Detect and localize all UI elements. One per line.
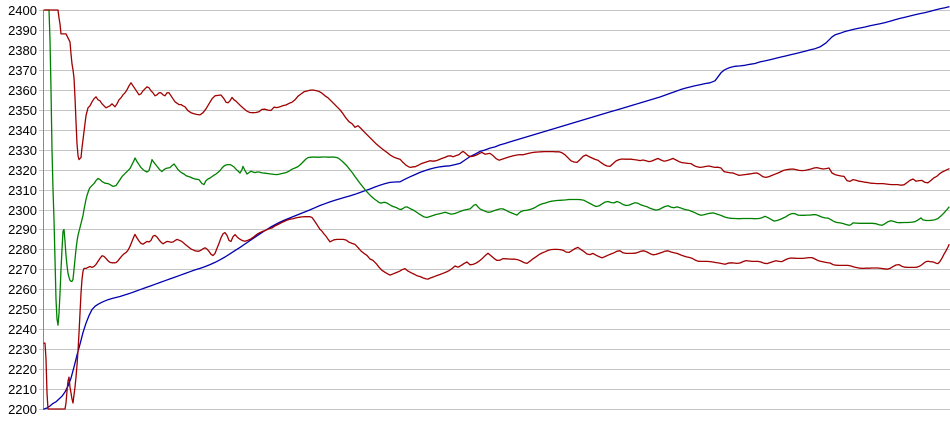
y-axis-tick-label: 2370: [8, 63, 37, 78]
y-axis-tick-label: 2380: [8, 43, 37, 58]
y-axis-tick-label: 2200: [8, 402, 37, 417]
y-axis-tick-label: 2300: [8, 203, 37, 218]
y-axis-tick-label: 2340: [8, 123, 37, 138]
y-axis-tick-label: 2330: [8, 143, 37, 158]
y-axis-tick-label: 2220: [8, 362, 37, 377]
y-axis-tick-label: 2260: [8, 282, 37, 297]
red-lower-band-line: [43, 216, 950, 410]
y-axis-tick-label: 2310: [8, 183, 37, 198]
y-axis-tick-label: 2320: [8, 163, 37, 178]
y-axis-tick-label: 2250: [8, 302, 37, 317]
y-axis-tick-label: 2400: [8, 3, 37, 18]
y-axis-tick-label: 2230: [8, 342, 37, 357]
y-axis-tick-label: 2360: [8, 83, 37, 98]
y-axis-tick-label: 2240: [8, 322, 37, 337]
y-axis-tick-label: 2350: [8, 103, 37, 118]
y-axis-tick-label: 2280: [8, 242, 37, 257]
y-axis-tick-label: 2290: [8, 222, 37, 237]
y-axis-tick-label: 2390: [8, 23, 37, 38]
green-mid-line: [44, 9, 950, 326]
red-upper-band-line: [43, 9, 950, 186]
y-axis-tick-label: 2210: [8, 382, 37, 397]
y-axis-tick-label: 2270: [8, 262, 37, 277]
blue-cumulative-line: [43, 6, 950, 410]
